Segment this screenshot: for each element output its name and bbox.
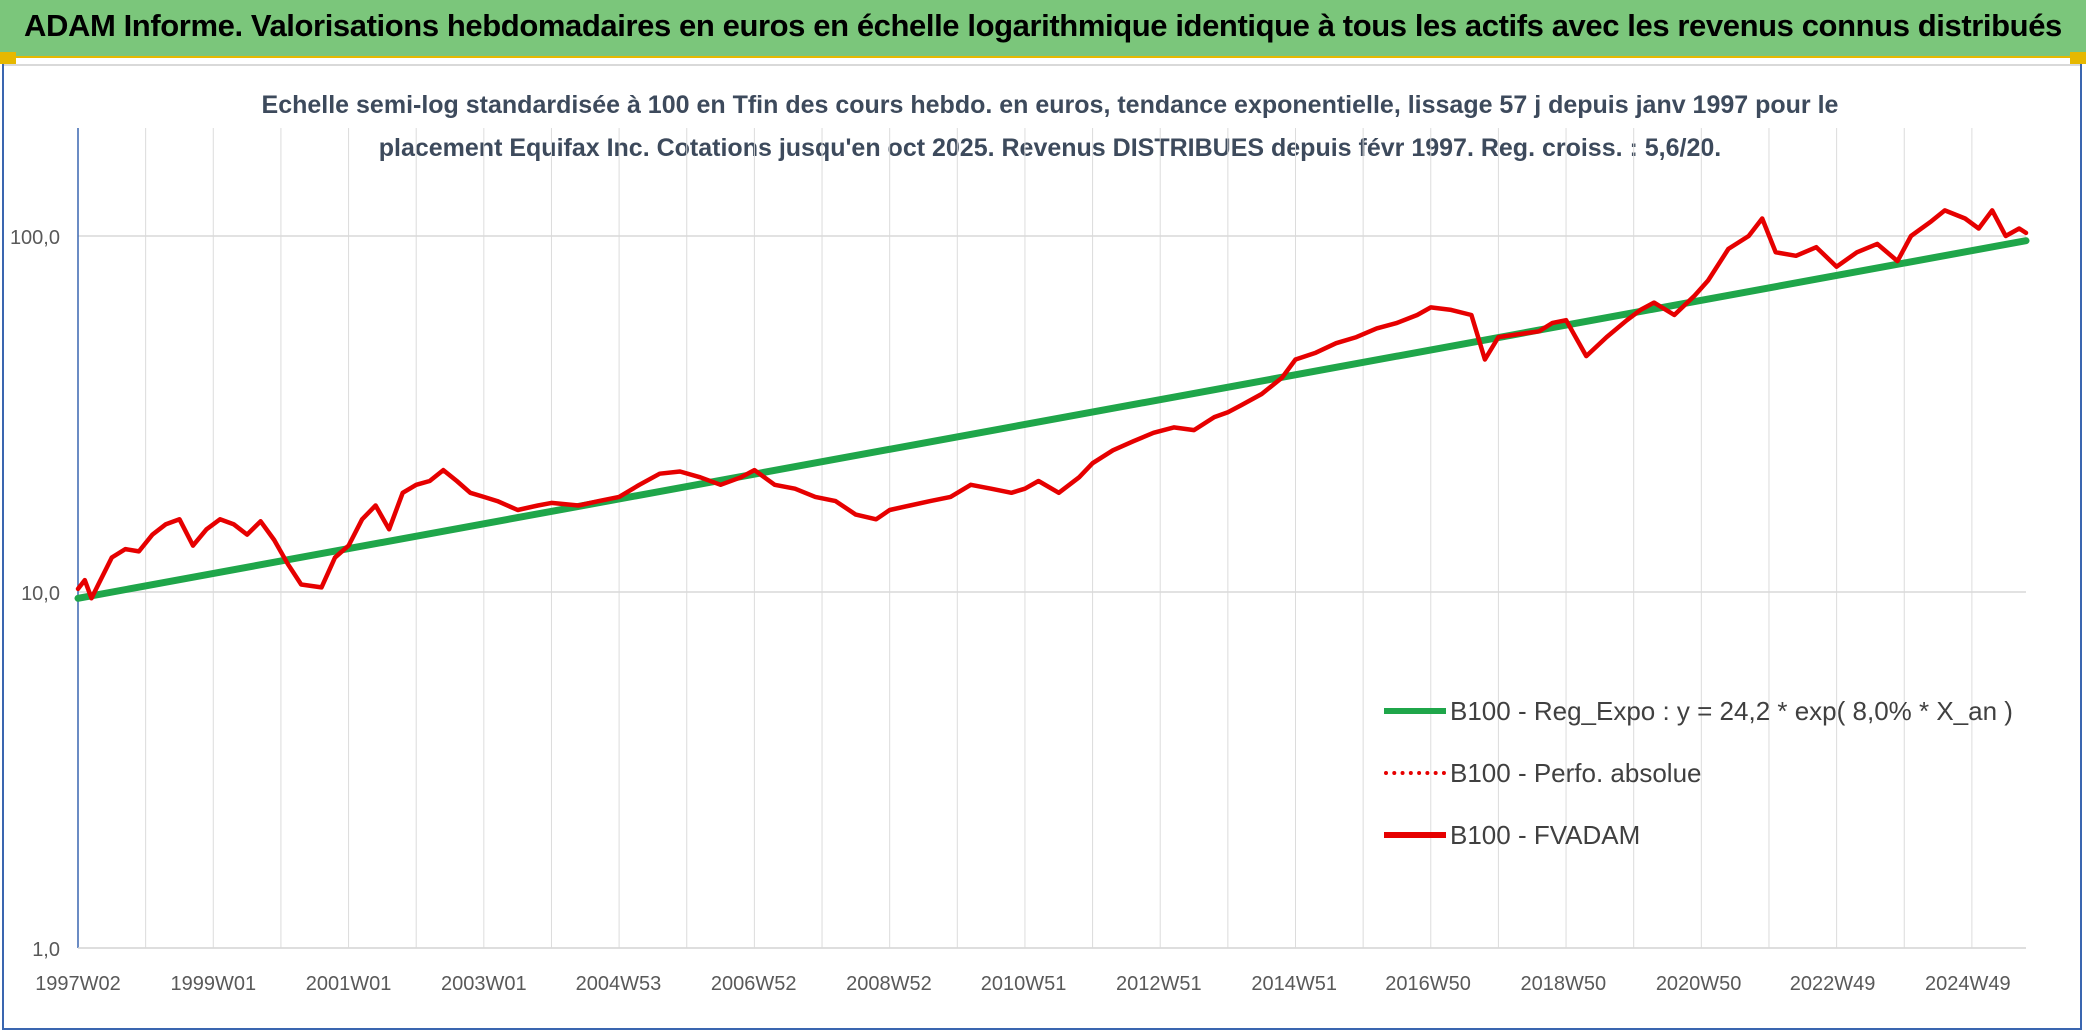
chart-subtitle: Echelle semi-log standardisée à 100 en T…	[220, 84, 1880, 170]
corner-marker-left	[0, 52, 16, 64]
y-tick-label: 10,0	[21, 583, 60, 605]
legend-label-perfo: B100 - Perfo. absolue	[1450, 758, 1702, 788]
report-banner: ADAM Informe. Valorisations hebdomadaire…	[0, 0, 2086, 58]
x-tick-label: 2014W51	[1251, 973, 1337, 995]
x-tick-label: 2010W51	[981, 973, 1067, 995]
x-tick-label: 2024W49	[1925, 973, 2011, 995]
x-tick-label: 2006W52	[711, 973, 797, 995]
legend-label-fvadam: B100 - FVADAM	[1450, 820, 1641, 850]
y-tick-label: 1,0	[32, 939, 60, 961]
y-tick-label: 100,0	[10, 227, 60, 249]
x-tick-label: 1997W02	[35, 973, 121, 995]
legend-swatch-perfo	[1384, 771, 1446, 775]
x-tick-label: 2020W50	[1656, 973, 1742, 995]
x-tick-label: 2016W50	[1385, 973, 1471, 995]
chart-subtitle-line1: Echelle semi-log standardisée à 100 en T…	[261, 91, 1839, 119]
corner-marker-right	[2070, 52, 2086, 64]
chart-frame-top	[2, 64, 2082, 66]
legend-swatch-fvadam	[1384, 832, 1446, 838]
x-tick-label: 2018W50	[1521, 973, 1607, 995]
regression-line	[74, 237, 2030, 602]
x-tick-label: 1999W01	[170, 973, 256, 995]
report-title: ADAM Informe. Valorisations hebdomadaire…	[24, 8, 2062, 43]
x-tick-label: 2008W52	[846, 973, 932, 995]
chart-frame	[2, 64, 2082, 1030]
x-tick-label: 2004W53	[576, 973, 662, 995]
x-tick-label: 2022W49	[1790, 973, 1876, 995]
chart-subtitle-line2: placement Equifax Inc. Cotations jusqu'e…	[378, 134, 1722, 162]
x-tick-label: 2012W51	[1116, 973, 1202, 995]
legend-swatch-regression	[1384, 708, 1446, 714]
x-tick-label: 2003W01	[441, 973, 527, 995]
x-tick-label: 2001W01	[306, 973, 392, 995]
legend-label-regression: B100 - Reg_Expo : y = 24,2 * exp( 8,0% *…	[1450, 696, 2013, 726]
fvadam-line	[75, 208, 2029, 601]
